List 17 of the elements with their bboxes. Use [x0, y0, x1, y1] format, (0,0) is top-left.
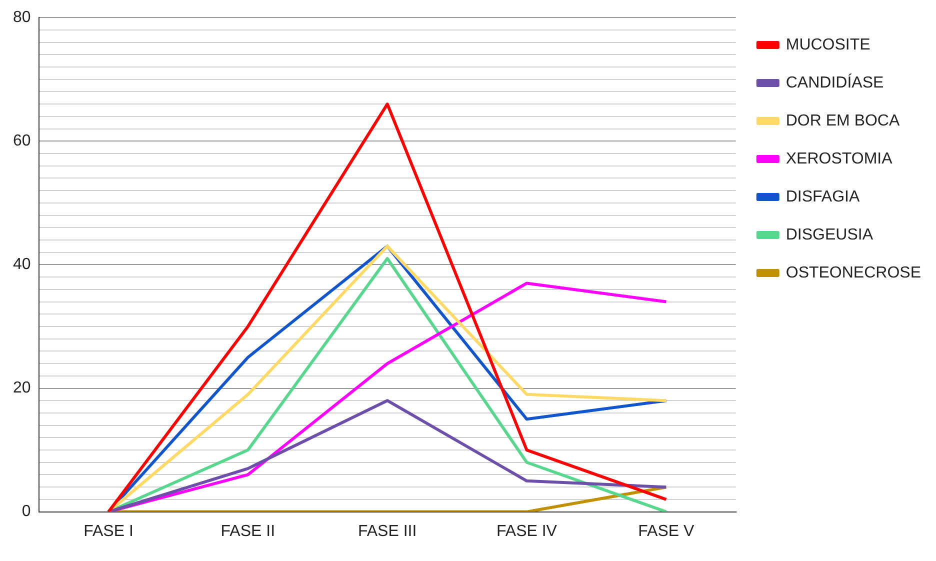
y-tick-label: 60 [13, 132, 31, 150]
y-tick-label: 0 [22, 503, 31, 520]
y-tick-label: 80 [13, 9, 31, 26]
x-tick-label: FASE IV [496, 522, 558, 540]
legend-label: MUCOSITE [786, 36, 870, 54]
x-tick-label: FASE III [358, 522, 417, 540]
legend-label: XEROSTOMIA [786, 150, 893, 168]
x-tick-label: FASE I [84, 522, 134, 540]
y-tick-label: 20 [13, 380, 31, 397]
legend-label: DISFAGIA [786, 188, 860, 206]
legend-label: OSTEONECROSE [786, 264, 922, 282]
legend-label: DOR EM BOCA [786, 112, 900, 130]
legend-label: CANDIDÍASE [786, 73, 884, 92]
y-tick-label: 40 [13, 256, 31, 274]
legend-label: DISGEUSIA [786, 226, 874, 244]
x-tick-label: FASE II [220, 522, 276, 540]
x-tick-label: FASE V [638, 522, 694, 540]
